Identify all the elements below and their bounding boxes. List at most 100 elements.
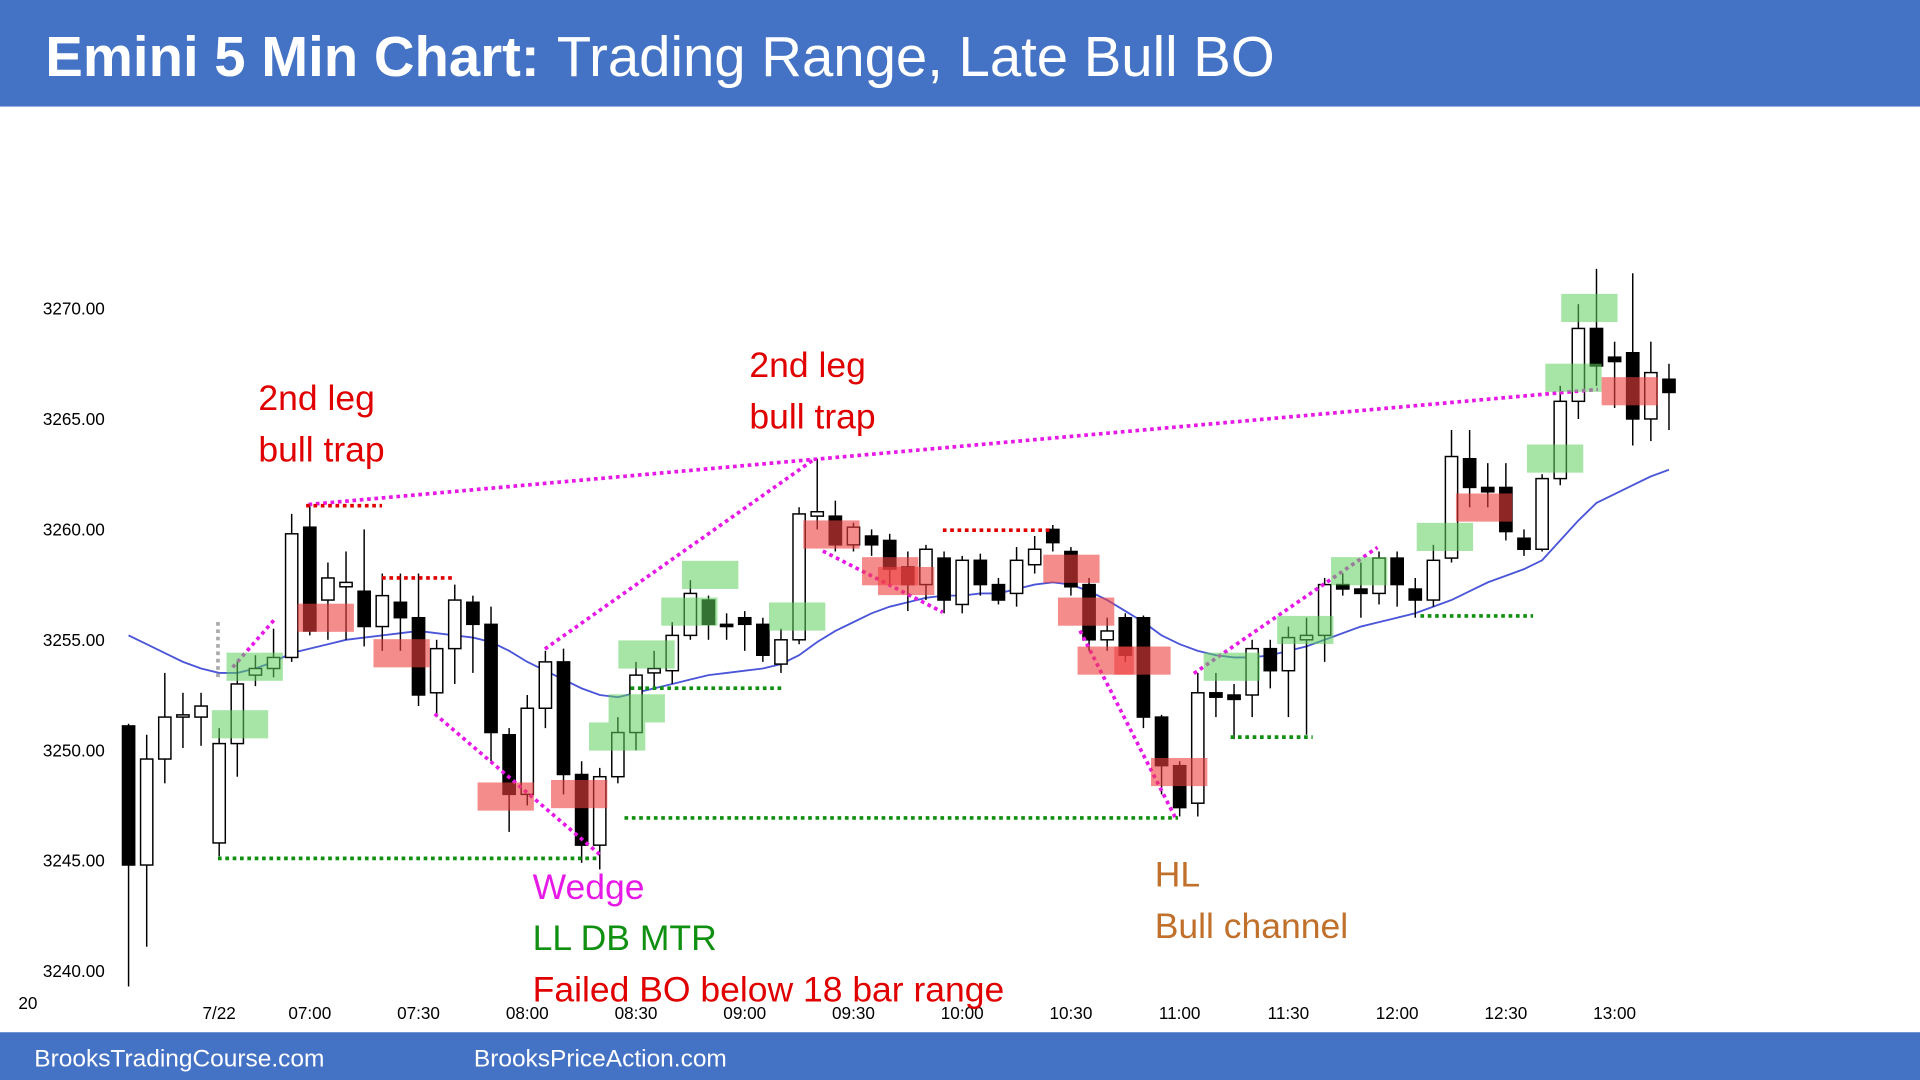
x-tick-label: 12:30 (1484, 1003, 1527, 1023)
highlight-box (1114, 646, 1171, 675)
candle-body (1209, 692, 1223, 698)
candle-body (810, 510, 825, 517)
candle-body (556, 661, 571, 776)
candle-body (1354, 588, 1368, 595)
annotation: 2nd leg (258, 378, 374, 418)
candle-body (1462, 457, 1477, 489)
corner-label: 20 (18, 993, 37, 1013)
subtitle: Trading Range, Late Bull BO (557, 25, 1275, 88)
candle-body (121, 725, 136, 866)
candle-body (647, 667, 661, 674)
trend-line (543, 457, 816, 651)
annotation: Bull channel (1155, 906, 1348, 946)
chart-title: Emini 5 Min Chart: Trading Range, Late Bu… (45, 25, 1274, 88)
candle-body (1408, 588, 1423, 601)
annotation: bull trap (749, 397, 875, 437)
highlight-box (768, 602, 826, 631)
highlight-box (551, 780, 608, 809)
x-tick-label: 08:00 (506, 1003, 549, 1023)
candle-body (774, 639, 788, 665)
y-tick-label: 3255.00 (43, 630, 105, 650)
candle-body (1607, 356, 1622, 363)
highlight-box (1057, 597, 1115, 626)
candle-body (737, 616, 752, 626)
candle-body (937, 557, 951, 601)
highlight-box (1203, 652, 1260, 681)
candle-body (176, 714, 190, 718)
candle-body (447, 599, 462, 650)
y-tick-label: 3265.00 (43, 409, 105, 429)
x-tick-label: 11:00 (1159, 1003, 1201, 1023)
candle-body (719, 623, 734, 628)
x-tick-label: 09:00 (723, 1003, 766, 1023)
highlight-box (1277, 615, 1334, 645)
candles (121, 268, 1676, 987)
candle-body (1100, 630, 1115, 641)
trend-line (1078, 629, 1178, 819)
candle-body (1390, 557, 1404, 586)
candle-body (1190, 692, 1205, 804)
x-tick-label: 08:30 (615, 1003, 658, 1023)
footer-right: BrooksPriceAction.com (474, 1046, 727, 1073)
candle-body (1009, 559, 1024, 595)
y-tick-label: 3240.00 (43, 961, 105, 981)
highlight-box (1561, 293, 1618, 323)
highlight-box (682, 560, 739, 589)
highlight-box (211, 710, 269, 739)
x-tick-label: 12:00 (1376, 1003, 1419, 1023)
highlight-box (588, 722, 646, 751)
highlight-box (803, 520, 860, 549)
x-tick-label: 10:00 (941, 1003, 984, 1023)
candle-body (1480, 486, 1495, 493)
x-tick-label: 13:00 (1593, 1003, 1636, 1023)
candle-body (139, 758, 154, 866)
highlight-box (297, 603, 354, 632)
candle-body (1426, 559, 1441, 601)
highlight-box (477, 782, 534, 811)
highlight-box (1545, 363, 1602, 392)
candle-body (1045, 528, 1060, 544)
y-tick-label: 3260.00 (43, 520, 105, 540)
candle-body (321, 577, 335, 601)
highlight-box (1043, 554, 1100, 583)
highlight-box (226, 652, 283, 681)
highlight-box (618, 640, 675, 669)
candle-body (538, 661, 553, 709)
x-tick-label: 10:30 (1050, 1003, 1093, 1023)
candle-body (973, 559, 988, 586)
highlight-box (1601, 377, 1658, 406)
highlight-box (1416, 522, 1474, 552)
footer-left: BrooksTradingCourse.com (34, 1046, 324, 1073)
candle-body (393, 601, 408, 619)
y-tick-label: 3270.00 (43, 299, 105, 319)
highlight-box (877, 566, 935, 596)
candle-body (194, 705, 208, 718)
candle-body (864, 535, 879, 546)
trend-lines (216, 387, 1599, 861)
highlight-box (1526, 444, 1584, 473)
x-tick-label: 7/22 (203, 1003, 236, 1023)
candle-body (466, 601, 480, 626)
candle-body (212, 742, 227, 844)
candle-body (520, 707, 535, 796)
highlight-box (661, 597, 718, 626)
candle-body (1535, 477, 1549, 550)
candle-body (357, 590, 372, 628)
candle-body (1263, 647, 1278, 672)
candle-body (484, 623, 498, 734)
candle-body (955, 559, 970, 606)
candle-body (375, 594, 390, 628)
annotation: Failed BO below 18 bar range (533, 970, 1005, 1010)
y-tick-label: 3250.00 (43, 740, 105, 760)
x-tick-label: 11:30 (1268, 1003, 1310, 1023)
x-tick-label: 07:00 (288, 1003, 331, 1023)
candle-body (1227, 694, 1241, 701)
x-tick-label: 09:30 (832, 1003, 875, 1023)
candle-body (756, 623, 770, 656)
candle-body (1027, 548, 1042, 566)
annotation: bull trap (258, 430, 384, 470)
candle-body (1517, 537, 1531, 550)
candle-body (1662, 378, 1676, 394)
